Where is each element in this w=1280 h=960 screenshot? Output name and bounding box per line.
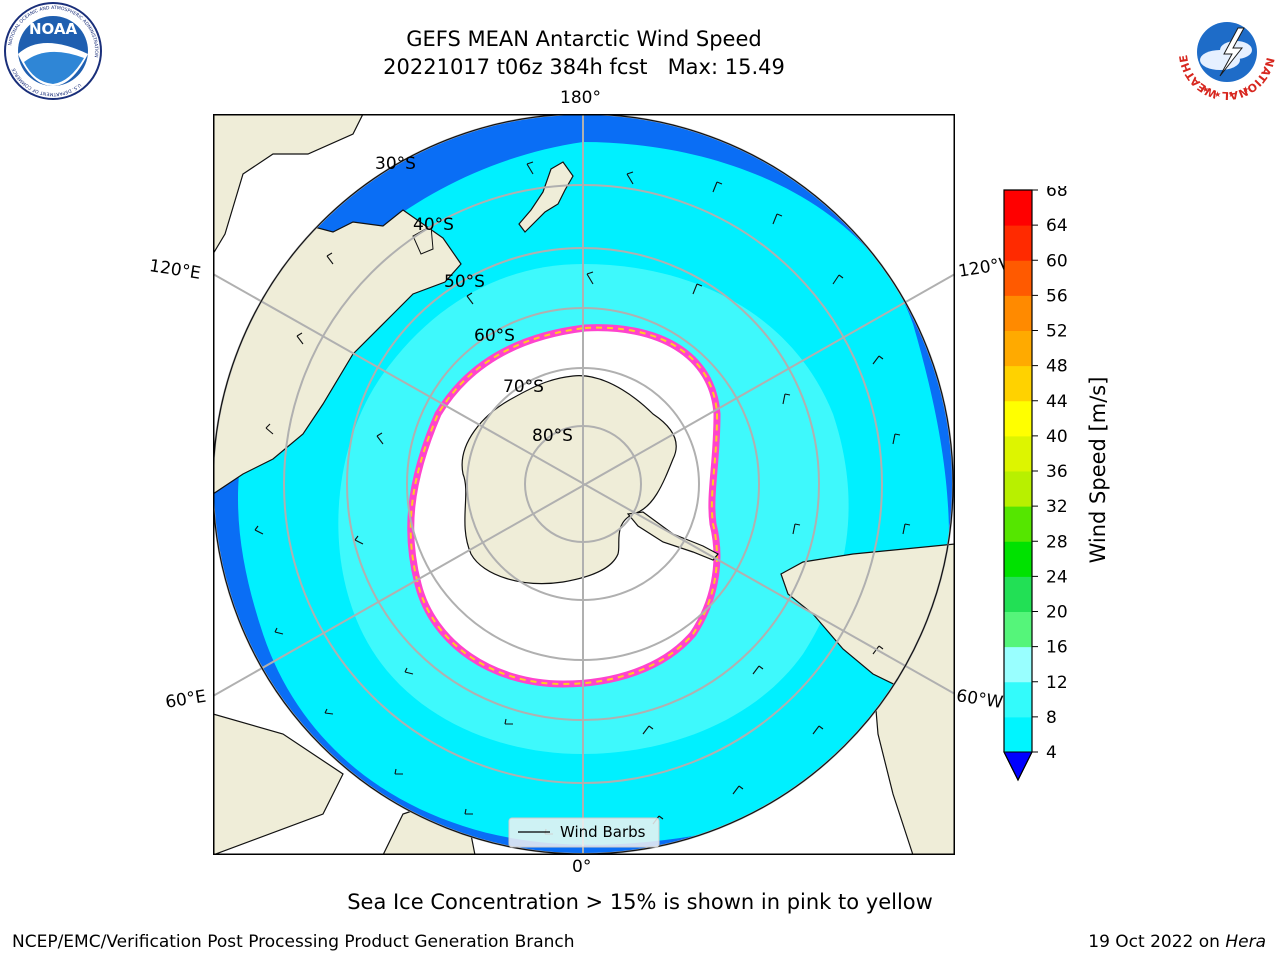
lon-label-120e: 120°E [147, 256, 203, 284]
new-zealand-land [518, 161, 574, 233]
colorbar-segment [1004, 506, 1032, 542]
colorbar-segment [1004, 646, 1032, 683]
colorbar-segment [1004, 400, 1032, 437]
colorbar-tick-label: 12 [1046, 673, 1068, 693]
nws-logo: NATIONAL WEATHER SERVICE ★★★★ [1176, 4, 1277, 100]
colorbar-segment [1004, 330, 1032, 367]
colorbar-tick-label: 52 [1046, 322, 1068, 342]
colorbar-tick-label: 68 [1046, 186, 1068, 201]
colorbar-segment [1004, 576, 1032, 612]
footer-date-text: 19 Oct 2022 on [1088, 932, 1226, 952]
map-frame [213, 114, 955, 855]
colorbar-tick-label: 16 [1046, 638, 1068, 658]
colorbar-segment [1004, 260, 1032, 296]
svg-text:★: ★ [1202, 85, 1209, 94]
noaa-logo-text: NOAA [29, 20, 78, 38]
colorbar-tick-label: 24 [1046, 567, 1068, 587]
colorbar-tick-label: 20 [1046, 603, 1068, 623]
colorbar-extend-arrow [1003, 751, 1033, 782]
lon-label-60e: 60°E [164, 686, 208, 713]
colorbar-tick-label: 32 [1046, 497, 1068, 517]
lat-label-80s: 80°S [532, 426, 573, 446]
lon-label-180: 180° [560, 88, 601, 108]
polar-map: 30°S 40°S 50°S 60°S 70°S 80°S Wind Barbs [213, 114, 955, 855]
colorbar-segment [1004, 471, 1032, 507]
chart-title: GEFS MEAN Antarctic Wind Speed [406, 27, 762, 51]
legend: Wind Barbs [508, 817, 660, 848]
colorbar-tick-label: 60 [1046, 251, 1068, 271]
lat-label-40s: 40°S [413, 215, 454, 235]
lat-label-70s: 70°S [503, 377, 544, 397]
noaa-logo: NOAA NATIONAL OCEANIC AND ATMOSPHERIC AD… [4, 2, 102, 100]
footer-host: Hera [1225, 932, 1266, 952]
colorbar-tick-label: 48 [1046, 357, 1068, 377]
colorbar-frame [1003, 189, 1033, 782]
colorbar-segment [1004, 190, 1032, 226]
colorbar-segment [1004, 225, 1032, 261]
chart-subtitle: 20221017 t06z 384h fcst Max: 15.49 [383, 55, 785, 79]
svg-text:★: ★ [1242, 85, 1249, 94]
colorbar-label: Wind Speed [m/s] [1086, 376, 1110, 564]
colorbar-segment [1004, 611, 1032, 648]
colorbar-segment [1004, 541, 1032, 577]
wind-barbs [254, 161, 911, 835]
legend-label: Wind Barbs [560, 823, 646, 841]
colorbar-tick-label: 40 [1046, 427, 1068, 447]
footer-credit: NCEP/EMC/Verification Post Processing Pr… [12, 932, 575, 952]
colorbar-segment [1004, 295, 1032, 331]
colorbar-tick-label: 28 [1046, 532, 1068, 552]
colorbar-segment [1004, 681, 1032, 718]
svg-text:★: ★ [1228, 90, 1235, 99]
colorbar-segment [1004, 435, 1032, 472]
colorbar-tick-label: 36 [1046, 462, 1068, 482]
svg-text:★: ★ [1214, 90, 1221, 99]
lat-label-30s: 30°S [375, 154, 416, 174]
sea-ice-inner-edge [409, 326, 719, 686]
lon-label-60w: 60°W [954, 686, 1005, 714]
colorbar-tick-label: 64 [1046, 216, 1068, 236]
lat-label-60s: 60°S [474, 326, 515, 346]
sea-ice-note: Sea Ice Concentration > 15% is shown in … [347, 890, 933, 914]
footer-date: 19 Oct 2022 on Hera [1088, 932, 1266, 952]
colorbar-segment [1004, 365, 1032, 402]
lat-label-50s: 50°S [444, 272, 485, 292]
lon-label-0: 0° [572, 857, 592, 877]
colorbar-segment [1004, 716, 1032, 753]
colorbar-tick-label: 56 [1046, 286, 1068, 306]
colorbar-tick-label: 8 [1046, 708, 1057, 728]
australia-land [213, 209, 462, 496]
colorbar-tick-label: 4 [1046, 743, 1057, 763]
colorbar-tick-label: 44 [1046, 392, 1068, 412]
